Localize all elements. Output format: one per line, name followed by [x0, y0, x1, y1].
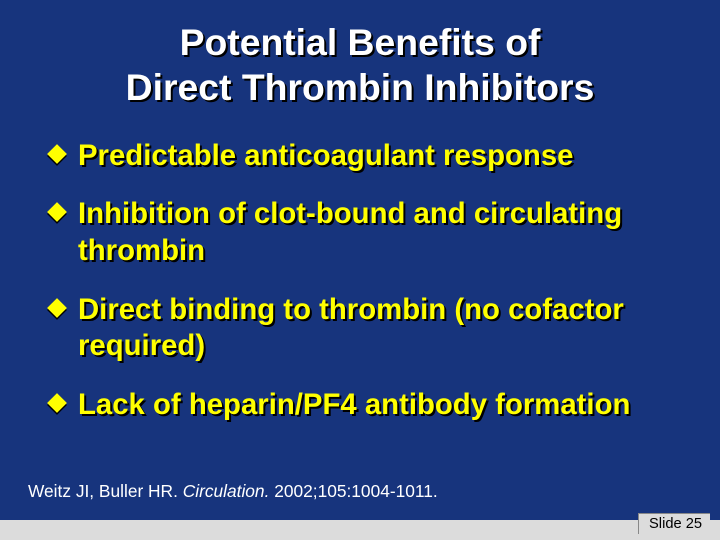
diamond-bullet-icon — [47, 202, 67, 222]
diamond-bullet-icon — [47, 144, 67, 164]
bullet-text: Lack of heparin/PF4 antibody formation — [78, 388, 630, 421]
list-item: Inhibition of clot-bound and circulating… — [48, 196, 680, 269]
footer-bar — [0, 520, 720, 540]
title-line-1: Potential Benefits of — [40, 20, 680, 65]
bullet-text: Predictable anticoagulant response — [78, 139, 573, 172]
list-item: Lack of heparin/PF4 antibody formation — [48, 387, 680, 424]
diamond-bullet-icon — [47, 298, 67, 318]
citation-authors: Weitz JI, Buller HR. — [28, 481, 183, 501]
list-item: Predictable anticoagulant response — [48, 138, 680, 175]
bullet-text: Inhibition of clot-bound and circulating… — [78, 197, 622, 267]
slide: Potential Benefits of Direct Thrombin In… — [0, 0, 720, 540]
title-line-2: Direct Thrombin Inhibitors — [40, 65, 680, 110]
bullet-text: Direct binding to thrombin (no cofactor … — [78, 293, 624, 363]
citation-journal: Circulation. — [183, 481, 270, 501]
bullet-list: Predictable anticoagulant response Inhib… — [40, 138, 680, 424]
diamond-bullet-icon — [47, 393, 67, 413]
slide-title: Potential Benefits of Direct Thrombin In… — [40, 20, 680, 110]
citation: Weitz JI, Buller HR. Circulation. 2002;1… — [28, 481, 438, 502]
list-item: Direct binding to thrombin (no cofactor … — [48, 292, 680, 365]
citation-details: 2002;105:1004-1011. — [269, 481, 437, 501]
slide-number: Slide 25 — [638, 513, 710, 534]
